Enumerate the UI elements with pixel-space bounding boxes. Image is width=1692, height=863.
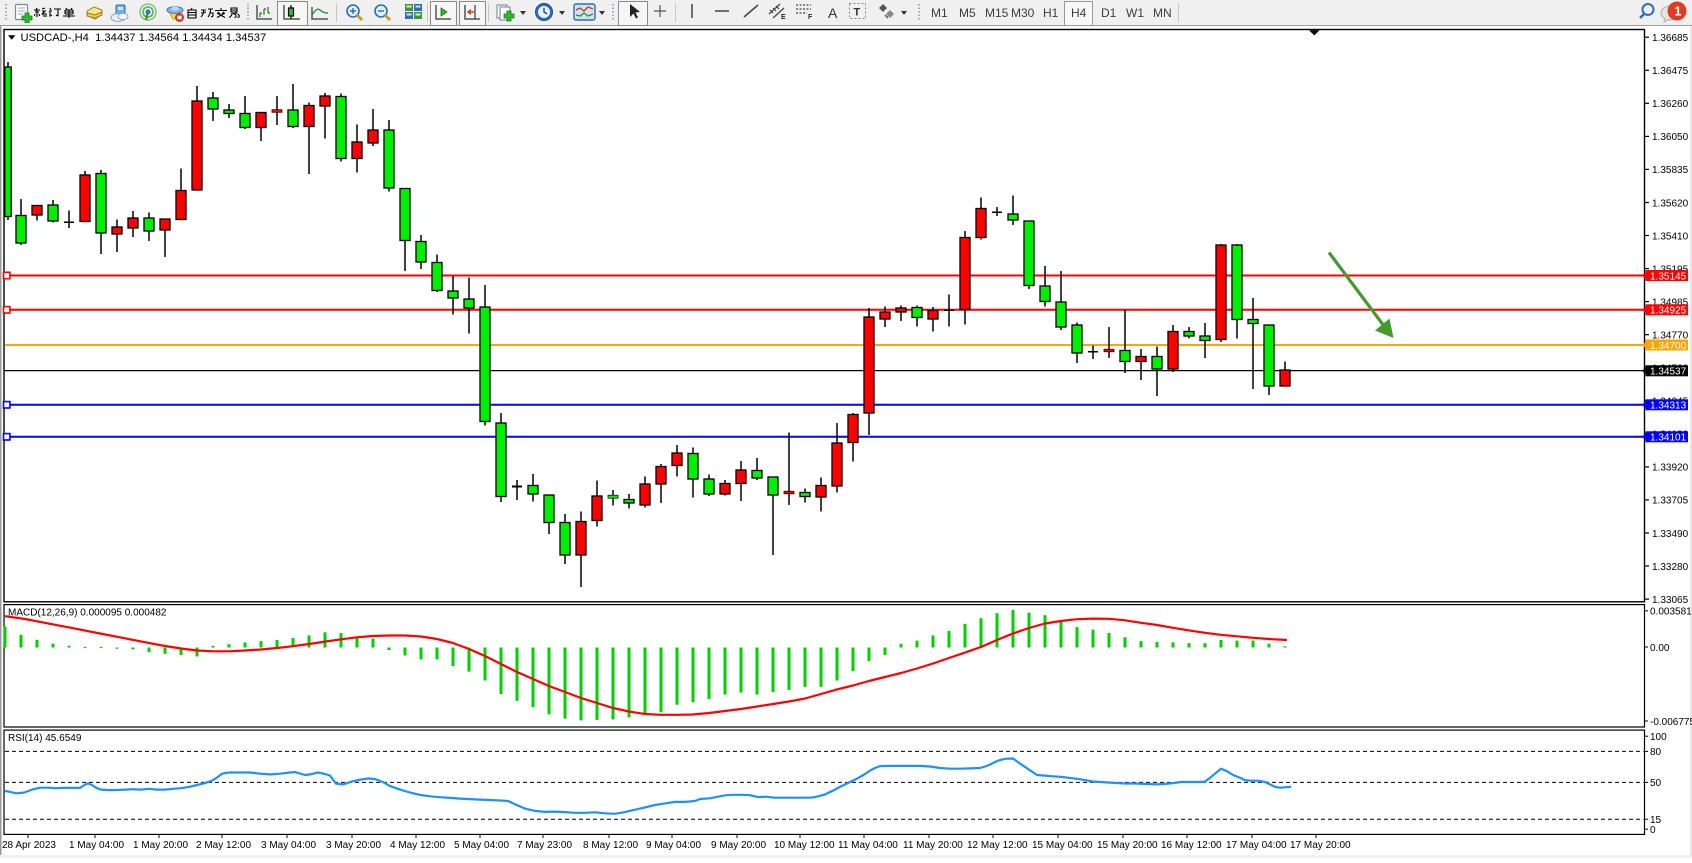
svg-text:1.35410: 1.35410 xyxy=(1652,231,1689,242)
svg-text:1.34101: 1.34101 xyxy=(1650,433,1687,444)
svg-text:MACD(12,26,9) 0.000095 0.00048: MACD(12,26,9) 0.000095 0.000482 xyxy=(8,608,167,619)
svg-text:1.34925: 1.34925 xyxy=(1650,306,1687,317)
svg-text:1: 1 xyxy=(1674,4,1681,19)
svg-text:17 May 20:00: 17 May 20:00 xyxy=(1290,840,1351,851)
svg-text:1.33705: 1.33705 xyxy=(1652,496,1689,507)
svg-text:8 May 12:00: 8 May 12:00 xyxy=(583,840,638,851)
svg-text:0.003581: 0.003581 xyxy=(1650,607,1692,618)
svg-text:9 May 04:00: 9 May 04:00 xyxy=(646,840,701,851)
svg-text:-0.006775: -0.006775 xyxy=(1650,717,1692,728)
svg-text:1.34700: 1.34700 xyxy=(1650,341,1687,352)
svg-text:1.34313: 1.34313 xyxy=(1650,401,1687,412)
svg-text:1.34770: 1.34770 xyxy=(1652,331,1689,342)
svg-text:28 Apr 2023: 28 Apr 2023 xyxy=(2,840,56,851)
svg-text:1.36685: 1.36685 xyxy=(1652,33,1689,44)
svg-text:F: F xyxy=(808,14,813,21)
svg-text:1.35835: 1.35835 xyxy=(1652,165,1689,176)
svg-text:1.35620: 1.35620 xyxy=(1652,198,1689,209)
svg-text:5 May 04:00: 5 May 04:00 xyxy=(454,840,509,851)
svg-text:12 May 12:00: 12 May 12:00 xyxy=(967,840,1028,851)
svg-text:1.34537: 1.34537 xyxy=(1650,367,1687,378)
svg-text:USDCAD-,H4 1.34437 1.34564 1.: USDCAD-,H4 1.34437 1.34564 1.34434 1.345… xyxy=(21,32,267,44)
svg-text:15 May 04:00: 15 May 04:00 xyxy=(1032,840,1093,851)
svg-text:1.33920: 1.33920 xyxy=(1652,463,1689,474)
svg-text:3 May 20:00: 3 May 20:00 xyxy=(326,840,381,851)
svg-text:7 May 23:00: 7 May 23:00 xyxy=(517,840,572,851)
svg-text:1.35195: 1.35195 xyxy=(1652,264,1689,275)
svg-text:17 May 04:00: 17 May 04:00 xyxy=(1226,840,1287,851)
svg-text:4 May 12:00: 4 May 12:00 xyxy=(390,840,445,851)
svg-text:RSI(14) 45.6549: RSI(14) 45.6549 xyxy=(8,733,82,744)
svg-text:1.36475: 1.36475 xyxy=(1652,66,1689,77)
svg-text:50: 50 xyxy=(1650,778,1662,789)
svg-text:16 May 12:00: 16 May 12:00 xyxy=(1161,840,1222,851)
svg-text:0: 0 xyxy=(1650,825,1656,836)
svg-text:1.33490: 1.33490 xyxy=(1652,529,1689,540)
svg-text:15: 15 xyxy=(1650,815,1662,826)
svg-text:0.00: 0.00 xyxy=(1650,643,1670,654)
svg-text:1.36050: 1.36050 xyxy=(1652,132,1689,143)
svg-text:10 May 12:00: 10 May 12:00 xyxy=(774,840,835,851)
svg-text:1 May 20:00: 1 May 20:00 xyxy=(133,840,188,851)
svg-text:80: 80 xyxy=(1650,747,1662,758)
svg-text:9 May 20:00: 9 May 20:00 xyxy=(711,840,766,851)
svg-text:15 May 20:00: 15 May 20:00 xyxy=(1097,840,1158,851)
svg-text:T: T xyxy=(854,7,861,19)
svg-text:1.36260: 1.36260 xyxy=(1652,99,1689,110)
svg-text:1.33280: 1.33280 xyxy=(1652,562,1689,573)
svg-text:E: E xyxy=(781,14,786,21)
svg-text:1 May 04:00: 1 May 04:00 xyxy=(69,840,124,851)
svg-text:1.35145: 1.35145 xyxy=(1650,271,1687,282)
svg-text:1.33065: 1.33065 xyxy=(1652,595,1689,606)
svg-text:11 May 04:00: 11 May 04:00 xyxy=(838,840,898,851)
svg-text:3 May 04:00: 3 May 04:00 xyxy=(261,840,316,851)
svg-text:100: 100 xyxy=(1650,732,1667,743)
svg-text:1.34985: 1.34985 xyxy=(1652,297,1689,308)
svg-text:11 May 20:00: 11 May 20:00 xyxy=(903,840,963,851)
svg-text:2 May 12:00: 2 May 12:00 xyxy=(196,840,251,851)
